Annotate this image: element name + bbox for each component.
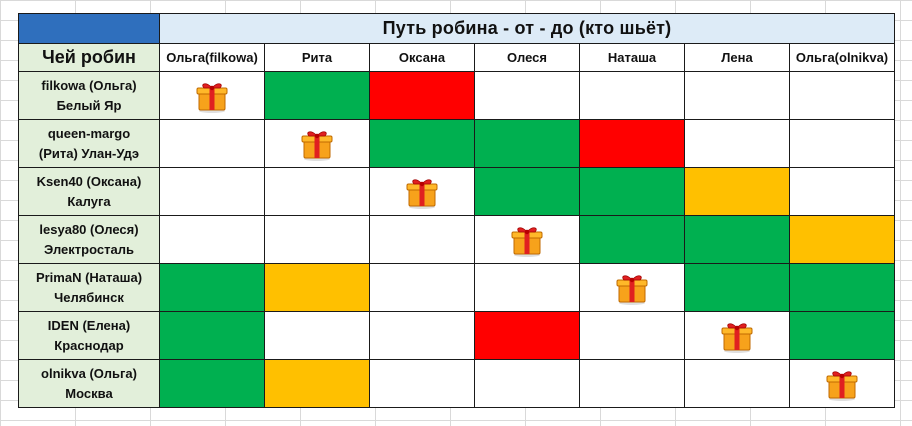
- robin-owner-city: (Рита) Улан-Удэ: [38, 145, 140, 161]
- status-cell-white[interactable]: [789, 119, 895, 168]
- status-cell-white[interactable]: [264, 215, 370, 264]
- status-cell-white[interactable]: [579, 359, 685, 408]
- column-header[interactable]: Ольга(olnikva): [789, 43, 895, 72]
- status-cell-green[interactable]: [789, 311, 895, 360]
- table-row: PrimaN (Наташа) Челябинск: [18, 263, 895, 312]
- status-cell-green[interactable]: [579, 215, 685, 264]
- status-cell-green[interactable]: [789, 263, 895, 312]
- table-row: queen-margo (Рита) Улан-Удэ: [18, 119, 895, 168]
- title-row: Путь робина - от - до (кто шьёт): [18, 13, 895, 44]
- table-row: filkowa (Ольга) Белый Яр: [18, 71, 895, 120]
- row-header[interactable]: filkowa (Ольга) Белый Яр: [18, 71, 160, 120]
- status-cell-green[interactable]: [684, 215, 790, 264]
- gift-cell[interactable]: [474, 215, 580, 264]
- status-cell-green[interactable]: [159, 311, 265, 360]
- gift-box-icon: [826, 370, 858, 401]
- status-cell-yellow[interactable]: [684, 167, 790, 216]
- row-header[interactable]: IDEN (Елена) Краснодар: [18, 311, 160, 360]
- column-header[interactable]: Наташа: [579, 43, 685, 72]
- gift-cell[interactable]: [579, 263, 685, 312]
- status-cell-white[interactable]: [474, 263, 580, 312]
- robin-owner-name: queen-margo: [47, 125, 131, 141]
- robin-owner-name: lesya80 (Олеся): [39, 221, 139, 237]
- status-cell-green[interactable]: [684, 263, 790, 312]
- gift-cell[interactable]: [264, 119, 370, 168]
- status-cell-white[interactable]: [369, 311, 475, 360]
- table-body: filkowa (Ольга) Белый Яр queen-margo (Рита)…: [18, 71, 895, 408]
- status-cell-green[interactable]: [369, 119, 475, 168]
- gift-box-icon: [196, 82, 228, 113]
- gift-cell[interactable]: [684, 311, 790, 360]
- robin-owner-city: Москва: [65, 385, 113, 401]
- robin-owner-city: Краснодар: [54, 337, 124, 353]
- status-cell-white[interactable]: [789, 71, 895, 120]
- robin-owner-name: IDEN (Елена): [47, 317, 131, 333]
- status-cell-red[interactable]: [369, 71, 475, 120]
- status-cell-white[interactable]: [264, 167, 370, 216]
- robin-owner-name: Ksen40 (Оксана): [36, 173, 142, 189]
- robin-owner-name: PrimaN (Наташа): [35, 269, 143, 285]
- status-cell-red[interactable]: [474, 311, 580, 360]
- status-cell-white[interactable]: [789, 167, 895, 216]
- status-cell-white[interactable]: [474, 359, 580, 408]
- gift-cell[interactable]: [159, 71, 265, 120]
- column-header[interactable]: Рита: [264, 43, 370, 72]
- status-cell-white[interactable]: [684, 119, 790, 168]
- status-cell-white[interactable]: [369, 215, 475, 264]
- status-cell-white[interactable]: [579, 311, 685, 360]
- status-cell-white[interactable]: [579, 71, 685, 120]
- row-header[interactable]: PrimaN (Наташа) Челябинск: [18, 263, 160, 312]
- column-header[interactable]: Олеся: [474, 43, 580, 72]
- column-header-row: Чей робин Ольга(filkowa) Рита Оксана Оле…: [18, 43, 895, 72]
- table-row: lesya80 (Олеся) Электросталь: [18, 215, 895, 264]
- status-cell-white[interactable]: [159, 167, 265, 216]
- column-header[interactable]: Оксана: [369, 43, 475, 72]
- status-cell-yellow[interactable]: [264, 263, 370, 312]
- column-header[interactable]: Ольга(filkowa): [159, 43, 265, 72]
- status-cell-white[interactable]: [264, 311, 370, 360]
- status-cell-white[interactable]: [684, 359, 790, 408]
- status-cell-yellow[interactable]: [789, 215, 895, 264]
- status-cell-green[interactable]: [579, 167, 685, 216]
- status-cell-white[interactable]: [474, 71, 580, 120]
- status-cell-green[interactable]: [474, 167, 580, 216]
- status-cell-red[interactable]: [579, 119, 685, 168]
- robin-owner-name: olnikva (Ольга): [41, 365, 137, 381]
- status-cell-green[interactable]: [159, 263, 265, 312]
- gift-cell[interactable]: [369, 167, 475, 216]
- whose-robin-header[interactable]: Чей робин: [18, 43, 160, 72]
- robin-owner-name: filkowa (Ольга): [41, 77, 137, 93]
- robin-owner-city: Электросталь: [44, 241, 134, 257]
- status-cell-yellow[interactable]: [264, 359, 370, 408]
- column-header[interactable]: Лена: [684, 43, 790, 72]
- status-cell-green[interactable]: [474, 119, 580, 168]
- status-cell-green[interactable]: [159, 359, 265, 408]
- status-cell-green[interactable]: [264, 71, 370, 120]
- gift-box-icon: [301, 130, 333, 161]
- table-row: Ksen40 (Оксана) Калуга: [18, 167, 895, 216]
- status-cell-white[interactable]: [159, 119, 265, 168]
- gift-cell[interactable]: [789, 359, 895, 408]
- status-cell-white[interactable]: [684, 71, 790, 120]
- status-cell-white[interactable]: [369, 359, 475, 408]
- corner-cell[interactable]: [18, 13, 160, 44]
- robin-path-table: Путь робина - от - до (кто шьёт) Чей роб…: [18, 13, 895, 408]
- gift-box-icon: [616, 274, 648, 305]
- status-cell-white[interactable]: [159, 215, 265, 264]
- status-cell-white[interactable]: [369, 263, 475, 312]
- table-title[interactable]: Путь робина - от - до (кто шьёт): [159, 13, 895, 44]
- row-header[interactable]: lesya80 (Олеся) Электросталь: [18, 215, 160, 264]
- row-header[interactable]: Ksen40 (Оксана) Калуга: [18, 167, 160, 216]
- gift-box-icon: [721, 322, 753, 353]
- robin-owner-city: Белый Яр: [56, 97, 122, 113]
- table-row: IDEN (Елена) Краснодар: [18, 311, 895, 360]
- gift-box-icon: [511, 226, 543, 257]
- gift-box-icon: [406, 178, 438, 209]
- row-header[interactable]: queen-margo (Рита) Улан-Удэ: [18, 119, 160, 168]
- robin-owner-city: Калуга: [67, 193, 111, 209]
- robin-owner-city: Челябинск: [54, 289, 124, 305]
- row-header[interactable]: olnikva (Ольга) Москва: [18, 359, 160, 408]
- table-row: olnikva (Ольга) Москва: [18, 359, 895, 408]
